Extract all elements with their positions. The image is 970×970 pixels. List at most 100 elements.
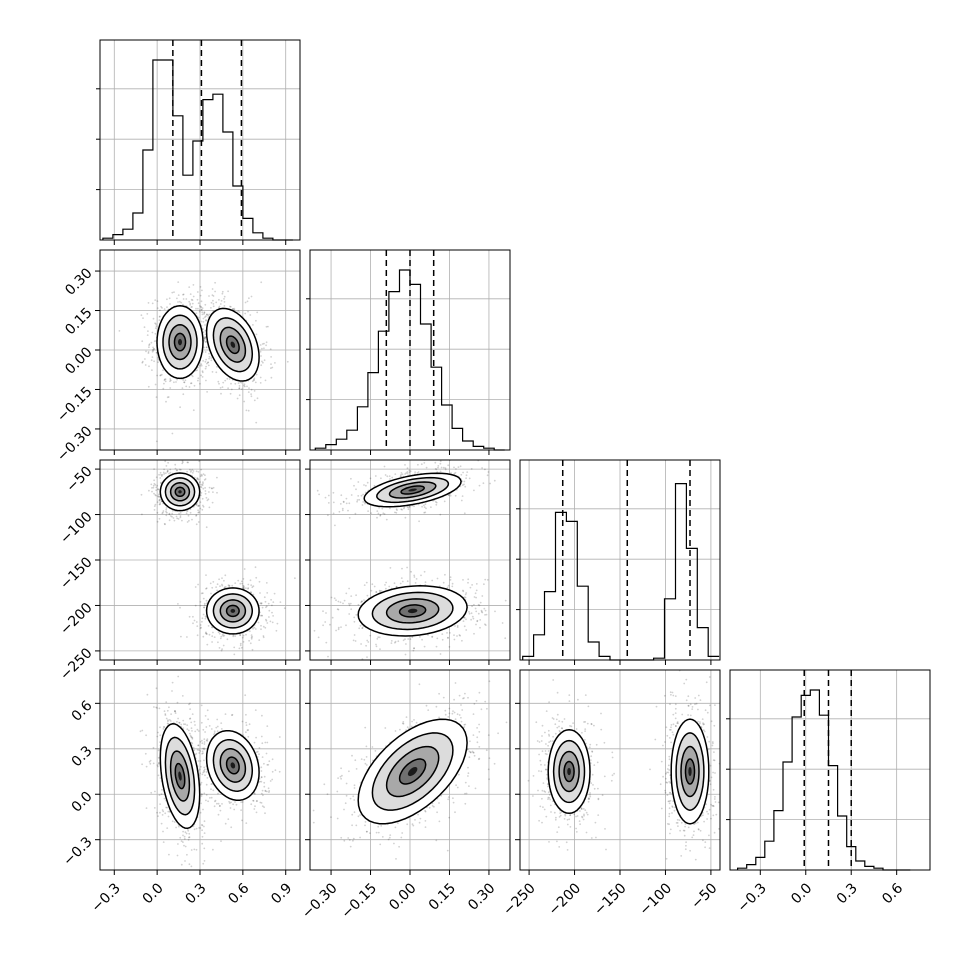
- sample-point: [201, 824, 204, 827]
- sample-point: [165, 510, 167, 513]
- sample-point: [194, 730, 197, 733]
- sample-point: [168, 706, 170, 709]
- sample-point: [470, 468, 473, 470]
- sample-point: [212, 631, 214, 634]
- sample-point: [219, 809, 222, 812]
- sample-point: [199, 507, 202, 510]
- sample-point: [201, 328, 204, 330]
- sample-point: [214, 281, 217, 284]
- sample-point: [424, 503, 427, 506]
- sample-point: [142, 317, 144, 319]
- sample-point: [201, 742, 204, 745]
- sample-point: [191, 472, 194, 474]
- sample-point: [211, 288, 214, 290]
- contour-line: [376, 476, 450, 504]
- scatter-panel-1-0: [99, 249, 301, 451]
- sample-point: [238, 387, 241, 390]
- sample-point: [418, 520, 420, 523]
- sample-point: [211, 487, 214, 490]
- sample-point: [461, 639, 463, 642]
- sample-point: [456, 635, 458, 637]
- sample-point: [447, 636, 449, 639]
- sample-point: [159, 374, 162, 377]
- sample-point: [164, 523, 166, 526]
- sample-point: [478, 484, 481, 487]
- sample-point: [465, 592, 468, 594]
- sample-point: [263, 342, 265, 345]
- sample-point: [235, 803, 238, 806]
- sample-point: [232, 634, 235, 637]
- sample-point: [251, 648, 254, 651]
- sample-point: [199, 627, 202, 630]
- sample-point: [349, 602, 352, 605]
- sample-point: [184, 379, 187, 382]
- sample-point: [180, 840, 183, 842]
- sample-point: [187, 461, 190, 464]
- sample-point: [424, 511, 427, 514]
- sample-point: [356, 499, 359, 501]
- sample-point: [453, 472, 456, 475]
- sample-point: [218, 298, 220, 301]
- sample-point: [489, 482, 491, 485]
- sample-point: [443, 500, 446, 503]
- sample-point: [423, 462, 426, 464]
- sample-point: [379, 590, 382, 593]
- sample-point: [354, 640, 357, 642]
- sample-point: [256, 311, 259, 314]
- sample-point: [449, 576, 452, 579]
- sample-point: [161, 512, 164, 515]
- sample-point: [163, 797, 166, 800]
- sample-point: [197, 478, 200, 481]
- sample-point: [380, 477, 382, 480]
- sample-point: [157, 358, 160, 361]
- sample-point: [221, 648, 224, 650]
- sample-point: [375, 645, 378, 648]
- sample-point: [192, 295, 195, 298]
- sample-point: [198, 481, 201, 484]
- sample-point: [241, 636, 244, 639]
- sample-point: [332, 501, 335, 504]
- sample-point: [213, 805, 216, 808]
- sample-point: [234, 635, 237, 637]
- contour-line: [371, 591, 454, 631]
- sample-point: [251, 380, 254, 383]
- sample-point: [203, 312, 206, 314]
- sample-point: [342, 602, 344, 605]
- sample-point: [154, 484, 157, 486]
- sample-point: [453, 634, 455, 636]
- sample-point: [434, 500, 437, 503]
- sample-point: [256, 397, 259, 400]
- sample-point: [243, 383, 246, 386]
- sample-point: [399, 582, 402, 585]
- sample-point: [182, 293, 184, 296]
- sample-point: [239, 642, 242, 645]
- sample-point: [420, 463, 423, 466]
- sample-point: [259, 382, 262, 384]
- sample-point: [463, 480, 466, 483]
- sample-point: [370, 512, 373, 514]
- sample-point: [440, 466, 443, 469]
- sample-point: [435, 645, 438, 648]
- sample-point: [206, 499, 209, 502]
- sample-point: [159, 811, 161, 814]
- sample-point: [203, 604, 206, 607]
- sample-point: [460, 473, 463, 476]
- sample-point: [156, 484, 159, 487]
- sample-point: [222, 635, 225, 637]
- sample-point: [141, 513, 143, 516]
- sample-point: [151, 348, 154, 351]
- sample-point: [194, 604, 197, 607]
- sample-point: [201, 739, 203, 742]
- sample-point: [475, 589, 478, 592]
- sample-point: [253, 792, 256, 795]
- sample-point: [472, 457, 474, 459]
- sample-point: [203, 602, 206, 605]
- sample-point: [181, 695, 184, 697]
- sample-point: [169, 515, 172, 517]
- sample-point: [173, 291, 175, 293]
- sample-point: [157, 749, 160, 752]
- sample-point: [364, 502, 366, 505]
- sample-point: [154, 790, 156, 793]
- sample-point: [211, 501, 214, 504]
- sample-point: [178, 300, 181, 303]
